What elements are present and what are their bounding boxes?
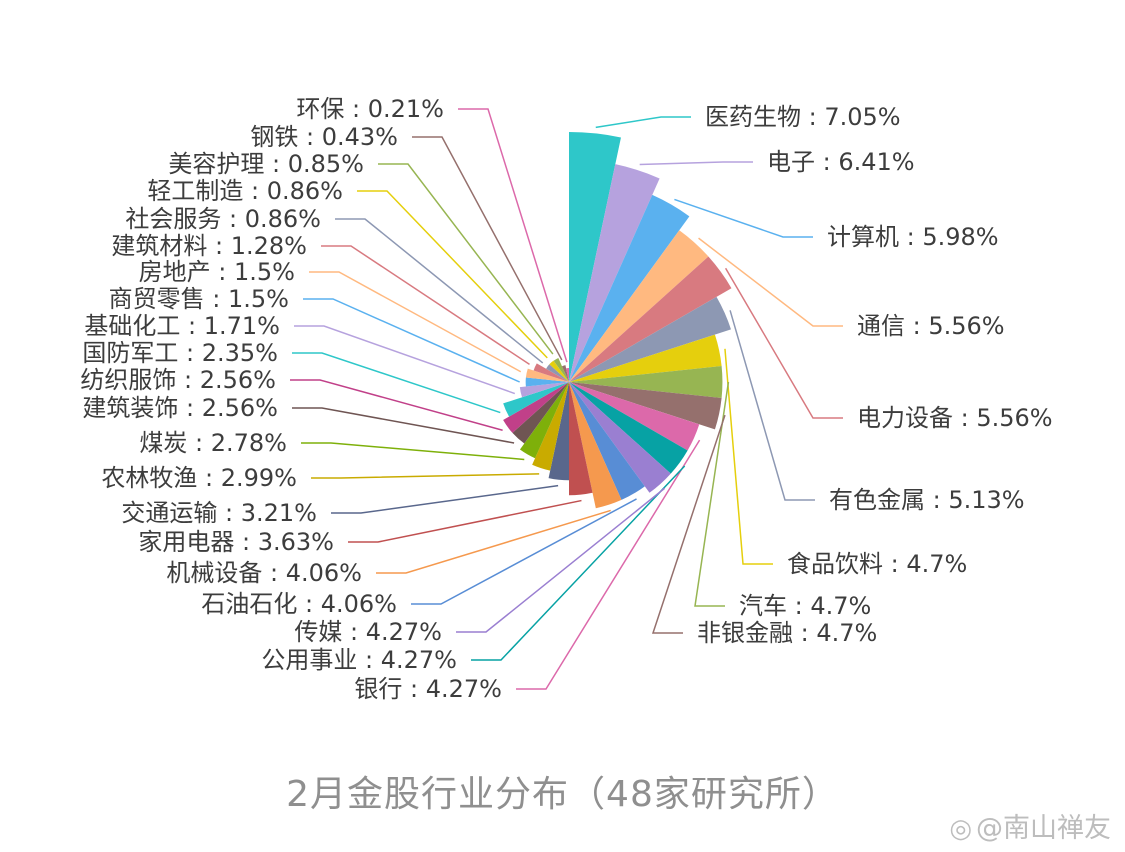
leader-line	[516, 439, 701, 690]
slice-label: 公用事业 : 4.27%	[261, 646, 457, 674]
leader-line	[471, 465, 686, 661]
leader-line	[724, 348, 773, 565]
leader-line	[292, 352, 501, 414]
rose-slice	[569, 296, 731, 382]
slice-label: 房地产 : 1.5%	[139, 258, 295, 286]
leader-line	[292, 407, 515, 444]
leader-line	[357, 190, 548, 359]
rose-slice	[569, 334, 722, 382]
rose-slice	[566, 368, 569, 382]
watermark: ◎ @南山禅友	[949, 806, 1111, 845]
leader-line	[303, 298, 520, 383]
rose-slice	[503, 382, 569, 417]
rose-slice	[569, 382, 700, 451]
rose-pie-chart: 医药生物 : 7.05% 电子 : 6.41% 计算机 : 5.98% 通信 : 5.…	[80, 95, 1053, 703]
leader-line	[321, 245, 530, 366]
slice-label: 机械设备 : 4.06%	[166, 559, 362, 587]
leader-line	[311, 473, 540, 479]
rose-slice	[569, 382, 722, 430]
leader-line	[698, 237, 843, 327]
slice-label: 食品饮料 : 4.7%	[787, 550, 967, 578]
rose-slice	[546, 364, 569, 382]
rose-slice	[503, 382, 569, 433]
slice-label: 农林牧渔 : 2.99%	[101, 464, 297, 492]
chart-caption: 2月金股行业分布（48家研究所）	[286, 774, 839, 815]
leader-line	[458, 108, 568, 363]
rose-slice	[533, 363, 569, 382]
leader-line	[639, 161, 753, 166]
leader-line	[331, 484, 559, 514]
slice-label: 建筑材料 : 1.28%	[111, 232, 307, 260]
leader-line	[376, 509, 611, 574]
rose-slice	[569, 194, 690, 382]
leader-line	[411, 498, 637, 605]
slice-label: 轻工制造 : 0.86%	[147, 177, 343, 205]
rose-slice	[569, 132, 621, 382]
rose-slice	[549, 360, 569, 382]
slice-label: 建筑装饰 : 2.56%	[82, 394, 278, 422]
leader-line	[651, 414, 726, 634]
slice-label: 纺织服饰 : 2.56%	[80, 366, 276, 394]
leader-line	[348, 499, 582, 543]
rose-slice	[569, 256, 732, 382]
slice-label: 商贸零售 : 1.5%	[109, 285, 289, 313]
rose-slice	[519, 382, 569, 459]
rose-slice	[569, 382, 593, 496]
rose-slice	[569, 365, 723, 399]
rose-slice	[532, 382, 569, 471]
leader-line	[412, 136, 563, 361]
slice-label: 家用电器 : 3.63%	[138, 528, 334, 556]
slice-label: 社会服务 : 0.86%	[125, 205, 321, 233]
slice-label: 环保 : 0.21%	[296, 95, 444, 123]
leader-line	[294, 325, 516, 395]
slice-label: 汽车 : 4.7%	[739, 592, 871, 620]
rose-slice	[569, 382, 688, 474]
watermark-text: @南山禅友	[976, 813, 1111, 844]
rose-slice	[561, 365, 569, 382]
leader-line	[335, 218, 544, 364]
rose-slice	[569, 230, 709, 382]
slice-label: 电力设备 : 5.56%	[857, 404, 1053, 432]
slice-label: 电子 : 6.41%	[767, 148, 915, 176]
rose-slice	[525, 368, 569, 382]
leader-line	[729, 310, 815, 501]
slice-label: 钢铁 : 0.43%	[250, 123, 398, 151]
rose-slice	[569, 382, 645, 500]
slice-label: 有色金属 : 5.13%	[829, 486, 1025, 514]
slice-label: 石油石化 : 4.06%	[201, 590, 397, 618]
rose-slice	[525, 377, 569, 387]
slice-label: 交通运输 : 3.21%	[121, 499, 317, 527]
slice-label: 煤炭 : 2.78%	[139, 429, 287, 457]
slice-label: 传媒 : 4.27%	[294, 618, 442, 646]
rose-slice	[512, 382, 569, 444]
rose-slice	[569, 164, 660, 382]
leader-line	[309, 271, 522, 373]
leader-line	[378, 163, 554, 355]
slice-label: 通信 : 5.56%	[857, 312, 1005, 340]
slice-label: 银行 : 4.27%	[354, 675, 502, 703]
slice-label: 基础化工 : 1.71%	[84, 312, 280, 340]
rose-slice	[569, 382, 671, 493]
rose-slice	[548, 382, 569, 481]
slice-label: 非银金融 : 4.7%	[697, 619, 877, 647]
weibo-icon: ◎	[949, 814, 972, 844]
leader-line	[290, 379, 503, 431]
slice-label: 计算机 : 5.98%	[827, 223, 999, 251]
rose-slice	[519, 382, 569, 398]
leader-line	[595, 116, 691, 129]
rose-slice	[569, 382, 622, 509]
leader-line	[724, 267, 843, 419]
slice-label: 医药生物 : 7.05%	[705, 103, 901, 131]
rose-slice	[553, 358, 569, 382]
slice-label: 国防军工 : 2.35%	[82, 339, 278, 367]
leader-line	[674, 198, 813, 238]
leader-line	[694, 381, 730, 607]
slice-label: 美容护理 : 0.85%	[168, 150, 364, 178]
leader-line	[301, 442, 525, 461]
leader-line	[456, 487, 666, 633]
